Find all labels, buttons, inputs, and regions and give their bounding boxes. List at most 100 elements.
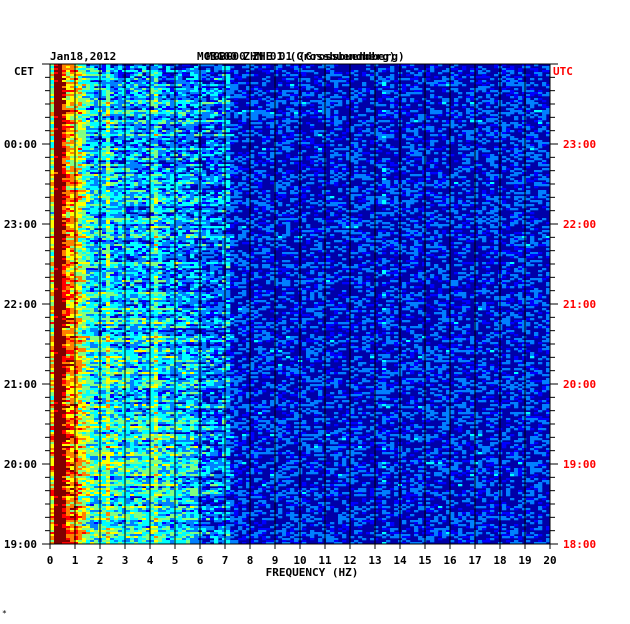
spectrogram-cell <box>114 190 119 193</box>
spectrogram-cell <box>258 160 263 163</box>
spectrogram-cell <box>234 74 239 77</box>
spectrogram-cell <box>202 76 207 79</box>
spectrogram-cell <box>462 188 467 191</box>
spectrogram-cell <box>350 116 355 119</box>
spectrogram-cell <box>114 196 119 199</box>
spectrogram-cell <box>58 66 63 69</box>
spectrogram-cell <box>274 102 279 105</box>
spectrogram-cell <box>394 164 399 167</box>
spectrogram-cell <box>526 124 531 127</box>
spectrogram-cell <box>354 70 359 73</box>
spectrogram-cell <box>350 178 355 181</box>
spectrogram-cell <box>122 102 127 105</box>
spectrogram-cell <box>154 102 159 105</box>
spectrogram-cell <box>402 94 407 97</box>
spectrogram-cell <box>534 92 539 95</box>
spectrogram-cell <box>474 182 479 185</box>
spectrogram-cell <box>194 114 199 117</box>
spectrogram-cell <box>82 188 87 191</box>
spectrogram-cell <box>178 192 183 195</box>
spectrogram-cell <box>354 124 359 127</box>
spectrogram-cell <box>250 150 255 153</box>
spectrogram-cell <box>246 86 251 89</box>
spectrogram-cell <box>226 150 231 153</box>
spectrogram-cell <box>422 118 427 121</box>
spectrogram-cell <box>178 174 183 177</box>
spectrogram-cell <box>358 150 363 153</box>
spectrogram-cell <box>266 190 271 193</box>
spectrogram-cell <box>82 160 87 163</box>
spectrogram-cell <box>178 74 183 77</box>
spectrogram-cell <box>118 194 123 197</box>
spectrogram-cell <box>182 84 187 87</box>
spectrogram-cell <box>318 144 323 147</box>
spectrogram-cell <box>130 68 135 71</box>
spectrogram-cell <box>286 108 291 111</box>
spectrogram-cell <box>82 176 87 179</box>
spectrogram-cell <box>350 100 355 103</box>
spectrogram-cell <box>70 120 75 123</box>
spectrogram-cell <box>118 136 123 139</box>
spectrogram-cell <box>246 156 251 159</box>
spectrogram-cell <box>226 168 231 171</box>
spectrogram-cell <box>82 138 87 141</box>
spectrogram-cell <box>54 90 59 93</box>
spectrogram-cell <box>334 152 339 155</box>
spectrogram-cell <box>386 180 391 183</box>
spectrogram-cell <box>194 138 199 141</box>
spectrogram-cell <box>158 120 163 123</box>
spectrogram-cell <box>178 82 183 85</box>
spectrogram-cell <box>218 86 223 89</box>
spectrogram-cell <box>78 186 83 189</box>
spectrogram-cell <box>54 68 59 71</box>
spectrogram-cell <box>250 180 255 183</box>
spectrogram-cell <box>134 88 139 91</box>
spectrogram-cell <box>146 134 151 137</box>
spectrogram-cell <box>206 136 211 139</box>
spectrogram-cell <box>438 96 443 99</box>
spectrogram-cell <box>86 152 91 155</box>
spectrogram-cell <box>442 180 447 183</box>
spectrogram-cell <box>422 148 427 151</box>
spectrogram-cell <box>114 170 119 173</box>
spectrogram-cell <box>362 140 367 143</box>
spectrogram-cell <box>138 112 143 115</box>
spectrogram-cell <box>134 146 139 149</box>
spectrogram-cell <box>486 158 491 161</box>
spectrogram-cell <box>70 130 75 133</box>
spectrogram-cell <box>166 194 171 197</box>
spectrogram-cell <box>134 110 139 113</box>
spectrogram-cell <box>94 148 99 151</box>
spectrogram-cell <box>386 194 391 197</box>
spectrogram-cell <box>146 148 151 151</box>
spectrogram-cell <box>294 138 299 141</box>
spectrogram-cell <box>90 82 95 85</box>
spectrogram-cell <box>118 138 123 141</box>
spectrogram-cell <box>390 124 395 127</box>
spectrogram-cell <box>110 172 115 175</box>
spectrogram-cell <box>514 186 519 189</box>
spectrogram-cell <box>190 90 195 93</box>
spectrogram-cell <box>386 120 391 123</box>
spectrogram-cell <box>446 68 451 71</box>
spectrogram-cell <box>218 78 223 81</box>
spectrogram-cell <box>222 110 227 113</box>
spectrogram-cell <box>482 72 487 75</box>
spectrogram-cell <box>114 160 119 163</box>
spectrogram-cell <box>238 168 243 171</box>
spectrogram-cell <box>174 190 179 193</box>
spectrogram-cell <box>178 176 183 179</box>
spectrogram-cell <box>174 196 179 199</box>
spectrogram-cell <box>342 178 347 181</box>
spectrogram-cell <box>514 164 519 167</box>
spectrogram-cell <box>118 106 123 109</box>
spectrogram-cell <box>154 84 159 87</box>
spectrogram-cell <box>446 140 451 143</box>
spectrogram-cell <box>210 98 215 101</box>
spectrogram-cell <box>494 106 499 109</box>
spectrogram-cell <box>222 120 227 123</box>
spectrogram-cell <box>222 130 227 133</box>
spectrogram-cell <box>402 112 407 115</box>
spectrogram-cell <box>106 106 111 109</box>
spectrogram-cell <box>154 162 159 165</box>
